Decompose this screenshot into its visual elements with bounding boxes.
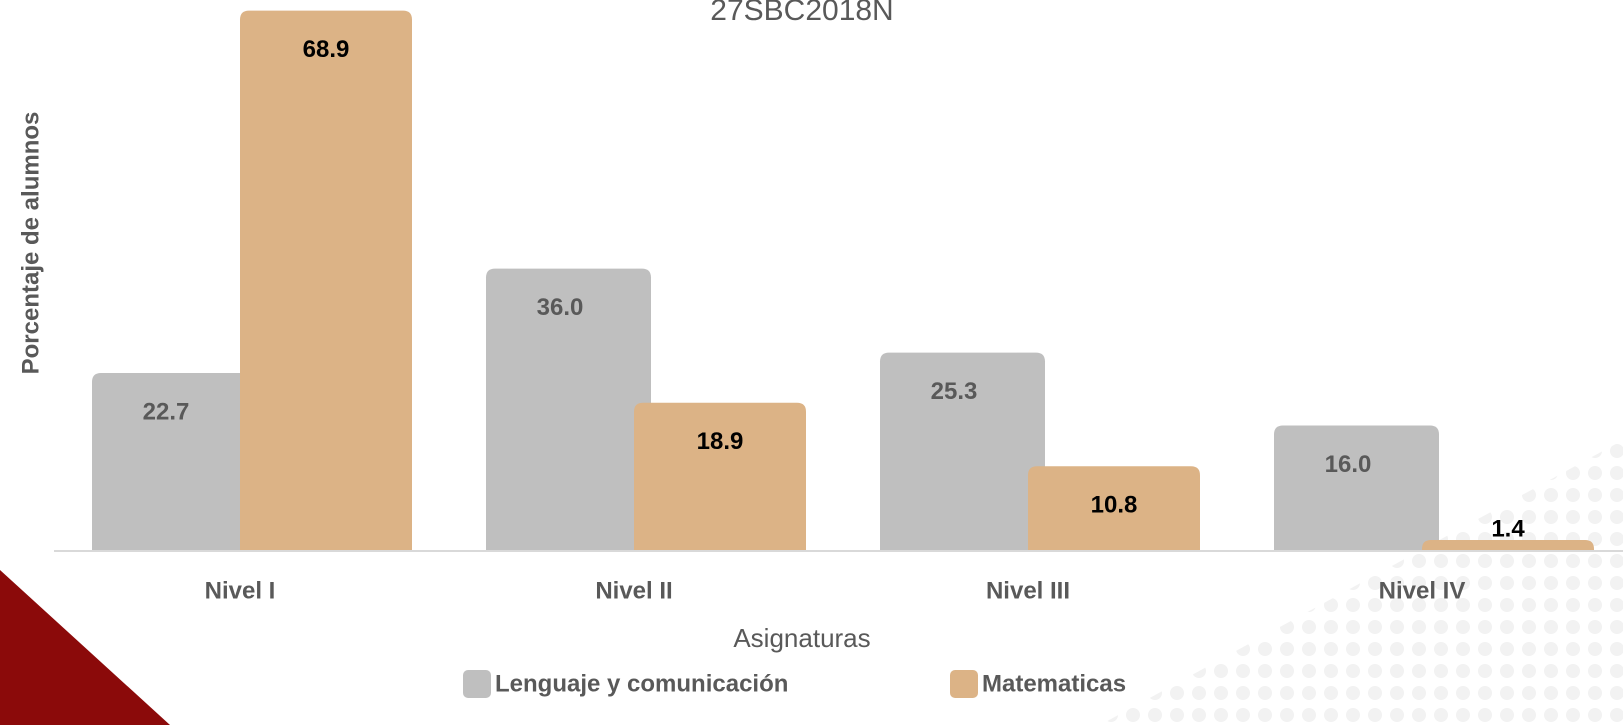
dot-pattern bbox=[1100, 440, 1623, 725]
data-label: 22.7 bbox=[143, 398, 190, 425]
data-label: 68.9 bbox=[303, 36, 350, 63]
data-label: 16.0 bbox=[1325, 451, 1372, 478]
x-tick-label: Nivel III bbox=[986, 577, 1070, 604]
bar bbox=[634, 402, 806, 551]
x-tick-label: Nivel IV bbox=[1379, 577, 1466, 604]
legend-label: Lenguaje y comunicación bbox=[495, 670, 788, 697]
legend-swatch bbox=[463, 670, 491, 698]
data-label: 1.4 bbox=[1491, 515, 1525, 542]
bar bbox=[486, 268, 651, 551]
legend-swatch bbox=[950, 670, 978, 698]
legend-label: Matematicas bbox=[982, 670, 1126, 697]
bar bbox=[1274, 425, 1439, 551]
corner-triangle bbox=[0, 570, 170, 725]
data-label: 18.9 bbox=[697, 428, 744, 455]
x-tick-label: Nivel II bbox=[595, 577, 672, 604]
bar bbox=[1422, 540, 1594, 551]
y-axis-title: Porcentaje de alumnos bbox=[17, 112, 44, 375]
chart-title: 27SBC2018N bbox=[710, 0, 893, 27]
data-label: 25.3 bbox=[931, 378, 978, 405]
data-label: 10.8 bbox=[1091, 492, 1138, 519]
data-label: 36.0 bbox=[537, 294, 584, 321]
x-axis-title: Asignaturas bbox=[733, 623, 870, 653]
x-tick-label: Nivel I bbox=[205, 577, 276, 604]
bar bbox=[240, 10, 412, 552]
bar bbox=[1028, 466, 1200, 551]
bar bbox=[92, 372, 257, 551]
bar bbox=[880, 352, 1045, 551]
